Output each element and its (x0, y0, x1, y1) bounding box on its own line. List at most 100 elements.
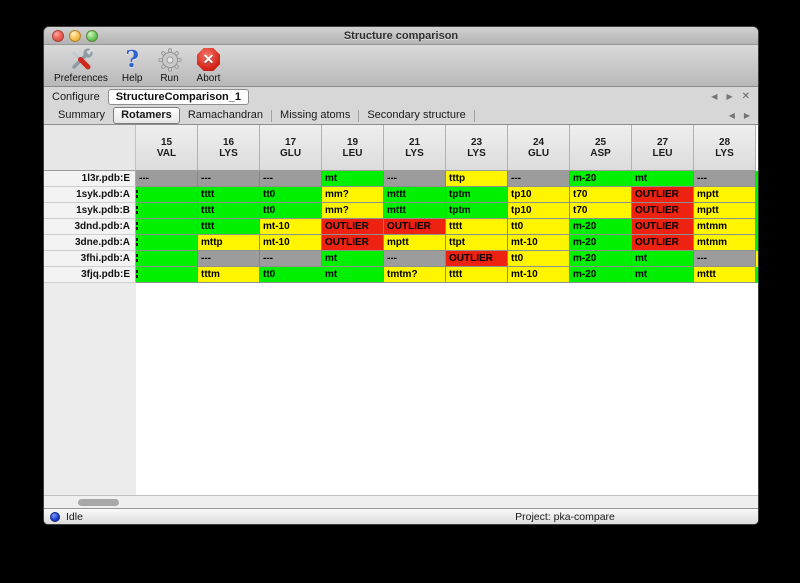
close-configuration-icon[interactable]: ✕ (741, 91, 750, 102)
column-header-21-lys[interactable]: 21 LYS (384, 125, 446, 171)
rotamer-cell[interactable]: OUTLIER (632, 235, 694, 251)
run-button[interactable]: Run (157, 46, 183, 84)
rotamer-cell[interactable]: tttp (446, 171, 508, 187)
column-header-24-glu[interactable]: 24 GLU (508, 125, 570, 171)
rotamer-cell[interactable]: tt0 (260, 187, 322, 203)
rotamer-cell[interactable]: m-20 (570, 219, 632, 235)
rotamer-cell[interactable]: OUTLIER (632, 187, 694, 203)
rotamer-cell[interactable]: m-20 (570, 267, 632, 283)
close-window-button[interactable] (52, 29, 64, 42)
rotamer-cell[interactable]: tptm (446, 187, 508, 203)
rotamer-cell[interactable]: tttt (198, 203, 260, 219)
rotamer-cell[interactable]: OUTLIER (384, 219, 446, 235)
rotamer-cell[interactable]: tt0 (260, 203, 322, 219)
help-button[interactable]: ? Help (122, 46, 143, 84)
scrollbar-thumb[interactable] (78, 499, 119, 506)
rotamer-cell[interactable]: t70 (570, 203, 632, 219)
rotamer-cell[interactable]: mttt (694, 267, 756, 283)
rotamer-cell[interactable]: tttt (198, 219, 260, 235)
column-header-25-asp[interactable]: 25 ASP (570, 125, 632, 171)
rotamer-cell[interactable] (136, 219, 198, 235)
rotamer-cell[interactable]: OUTLIER (322, 219, 384, 235)
row-label-3dne-pdb-A[interactable]: 3dne.pdb:A (44, 235, 136, 251)
rotamer-cell[interactable]: mt (322, 251, 384, 267)
rotamer-cell[interactable]: OUTLIER (632, 219, 694, 235)
rotamer-cell[interactable]: mtmm (694, 219, 756, 235)
rotamer-cell[interactable]: tttt (446, 219, 508, 235)
preferences-button[interactable]: Preferences (54, 46, 108, 84)
title-bar[interactable]: Structure comparison (44, 27, 758, 45)
rotamer-cell[interactable]: --- (260, 251, 322, 267)
rotamer-cell[interactable]: mt (632, 171, 694, 187)
tab-rotamers[interactable]: Rotamers (113, 107, 180, 124)
tab-scroll-left-icon[interactable]: ◀ (728, 110, 735, 120)
next-configuration-icon[interactable]: ▶ (726, 92, 733, 101)
tab-scroll-right-icon[interactable]: ▶ (743, 110, 750, 120)
tab-missing-atoms[interactable]: Missing atoms (280, 109, 351, 121)
prev-configuration-icon[interactable]: ◀ (711, 92, 718, 101)
rotamer-cell[interactable]: --- (260, 171, 322, 187)
rotamer-cell[interactable]: --- (694, 171, 756, 187)
rotamer-cell[interactable]: mt-10 (260, 219, 322, 235)
rotamer-cell[interactable]: --- (384, 171, 446, 187)
rotamer-cell[interactable]: mm? (322, 187, 384, 203)
rotamer-cell[interactable]: tp10 (508, 187, 570, 203)
abort-button[interactable]: ✕ Abort (197, 46, 221, 84)
tab-summary[interactable]: Summary (58, 109, 106, 121)
rotamer-cell[interactable]: mttt (384, 187, 446, 203)
rotamer-cell[interactable]: OUTLIER (446, 251, 508, 267)
tab-secondary-structure[interactable]: Secondary structure (367, 109, 466, 121)
rotamer-cell[interactable]: m-20 (570, 251, 632, 267)
rotamer-cell[interactable]: tttm (198, 267, 260, 283)
rotamer-cell[interactable] (136, 251, 198, 267)
column-header-15-val[interactable]: 15 VAL (136, 125, 198, 171)
rotamer-cell[interactable]: tt0 (508, 251, 570, 267)
column-header-17-glu[interactable]: 17 GLU (260, 125, 322, 171)
rotamer-cell[interactable]: mttt (384, 203, 446, 219)
rotamer-cell[interactable]: mt-10 (260, 235, 322, 251)
row-label-3fhi-pdb-A[interactable]: 3fhi.pdb:A (44, 251, 136, 267)
rotamer-cell[interactable] (136, 187, 198, 203)
rotamer-cell[interactable]: mt (322, 171, 384, 187)
rotamer-cell[interactable]: m-20 (570, 235, 632, 251)
rotamer-cell[interactable]: tmtm? (384, 267, 446, 283)
minimize-window-button[interactable] (69, 29, 81, 42)
rotamer-cell[interactable]: --- (694, 251, 756, 267)
rotamer-cell[interactable]: mptt (694, 203, 756, 219)
rotamer-cell[interactable]: tt0 (260, 267, 322, 283)
rotamer-cell[interactable]: mptt (694, 187, 756, 203)
configure-name-field[interactable]: StructureComparison_1 (107, 89, 250, 105)
column-header-27-leu[interactable]: 27 LEU (632, 125, 694, 171)
column-header-23-lys[interactable]: 23 LYS (446, 125, 508, 171)
row-label-3dnd-pdb-A[interactable]: 3dnd.pdb:A (44, 219, 136, 235)
rotamer-cell[interactable]: t70 (570, 187, 632, 203)
rotamer-cell[interactable]: --- (384, 251, 446, 267)
row-label-3fjq-pdb-E[interactable]: 3fjq.pdb:E (44, 267, 136, 283)
column-header-28-lys[interactable]: 28 LYS (694, 125, 756, 171)
horizontal-scrollbar[interactable] (44, 495, 758, 508)
column-header-19-leu[interactable]: 19 LEU (322, 125, 384, 171)
rotamer-cell[interactable]: mt (632, 267, 694, 283)
rotamer-cell[interactable]: OUTLIER (632, 203, 694, 219)
zoom-window-button[interactable] (86, 29, 98, 42)
column-header-16-lys[interactable]: 16 LYS (198, 125, 260, 171)
row-label-1syk-pdb-B[interactable]: 1syk.pdb:B (44, 203, 136, 219)
row-label-1l3r-pdb-E[interactable]: 1l3r.pdb:E (44, 171, 136, 187)
rotamer-cell[interactable]: mt (632, 251, 694, 267)
rotamer-cell[interactable]: --- (198, 251, 260, 267)
rotamer-cell[interactable]: ttpt (446, 235, 508, 251)
rotamer-cell[interactable]: --- (508, 171, 570, 187)
rotamer-cell[interactable]: tp10 (508, 203, 570, 219)
rotamer-cell[interactable] (136, 267, 198, 283)
rotamer-cell[interactable]: tttt (198, 187, 260, 203)
rotamer-cell[interactable]: mm? (322, 203, 384, 219)
rotamer-cell[interactable]: OUTLIER (322, 235, 384, 251)
rotamer-cell[interactable]: mptt (384, 235, 446, 251)
rotamer-cell[interactable] (136, 235, 198, 251)
rotamer-cell[interactable]: tptm (446, 203, 508, 219)
rotamer-cell[interactable]: m-20 (570, 171, 632, 187)
rotamer-cell[interactable]: tttt (446, 267, 508, 283)
rotamer-cell[interactable] (136, 203, 198, 219)
rotamer-cell[interactable]: mt (322, 267, 384, 283)
rotamer-cell[interactable]: --- (198, 171, 260, 187)
